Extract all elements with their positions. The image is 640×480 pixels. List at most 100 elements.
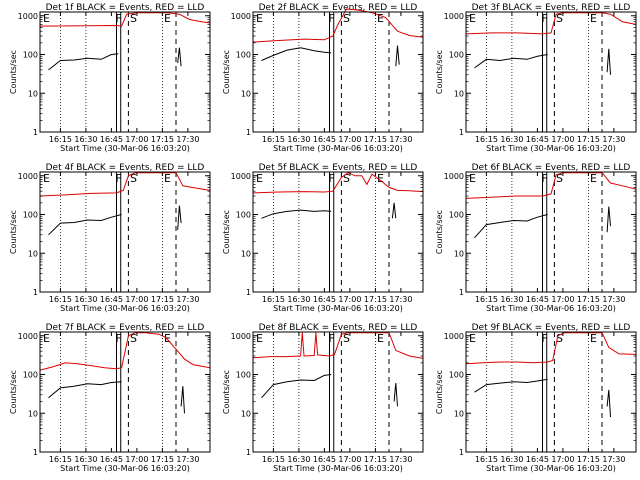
flag-label-s: S [343, 12, 350, 25]
panel-title: Det 1f BLACK = Events, RED = LLD [46, 3, 205, 13]
series-lld-line [465, 332, 637, 365]
series-events-line-late [391, 202, 397, 219]
flag-label-e: E [164, 12, 171, 25]
x-axis-label: Start Time (30-Mar-06 16:03:20) [60, 144, 190, 153]
panel-title: Det 2f BLACK = Events, RED = LLD [259, 3, 418, 13]
y-tick-label: 1000 [18, 12, 38, 21]
series-events-line [261, 47, 332, 61]
x-tick-label: 17:00 [125, 295, 148, 304]
x-tick-label: 16:45 [526, 295, 549, 304]
y-tick-label: 10 [454, 409, 464, 418]
x-tick-label: 17:15 [151, 295, 174, 304]
flag-label-e: E [377, 332, 384, 345]
x-axis-label: Start Time (30-Mar-06 16:03:20) [486, 304, 616, 313]
x-tick-label: 17:00 [551, 455, 574, 464]
flag-label-e: E [164, 172, 171, 185]
x-tick-label: 16:30 [74, 295, 97, 304]
x-tick-label: 16:15 [475, 455, 498, 464]
y-tick-label: 1 [33, 448, 38, 457]
panel-title: Det 8f BLACK = Events, RED = LLD [259, 323, 418, 333]
y-tick-label: 10 [454, 249, 464, 258]
x-tick-label: 16:30 [500, 135, 523, 144]
series-events-line-late [606, 48, 611, 75]
x-tick-label: 17:00 [125, 455, 148, 464]
x-axis-label: Start Time (30-Mar-06 16:03:20) [60, 464, 190, 473]
flag-label-f: F [541, 172, 547, 185]
x-tick-label: 17:00 [551, 295, 574, 304]
series-lld-line [39, 332, 211, 371]
flag-label-s: S [343, 332, 350, 345]
x-tick-label: 17:00 [338, 455, 361, 464]
y-tick-label: 100 [449, 51, 464, 60]
y-axis-label: Counts/sec [222, 370, 231, 414]
flag-label-e-start: E [469, 332, 476, 345]
series-lld-line [465, 172, 637, 199]
flag-label-f: F [541, 332, 547, 345]
x-tick-label: 16:45 [100, 135, 123, 144]
flag-label-e-start: E [469, 12, 476, 25]
flag-label-e: E [590, 172, 597, 185]
flag-label-s: S [130, 172, 137, 185]
series-events-line [48, 53, 119, 71]
x-tick-label: 17:00 [338, 295, 361, 304]
y-axis-label: Counts/sec [435, 210, 444, 254]
flag-label-f: F [115, 332, 121, 345]
x-tick-label: 16:15 [49, 295, 72, 304]
flag-label-e-start: E [469, 172, 476, 185]
flag-label-f: F [115, 12, 121, 25]
x-tick-label: 16:45 [313, 295, 336, 304]
panel-title: Det 5f BLACK = Events, RED = LLD [259, 163, 418, 173]
plot-frame [39, 171, 211, 293]
x-tick-label: 16:45 [526, 455, 549, 464]
series-lld-line [252, 8, 424, 43]
x-tick-label: 16:30 [287, 295, 310, 304]
y-axis-label: Counts/sec [9, 370, 18, 414]
x-tick-label: 17:30 [389, 135, 412, 144]
x-tick-label: 17:00 [551, 135, 574, 144]
y-axis-label: Counts/sec [222, 50, 231, 94]
y-tick-label: 1 [246, 128, 251, 137]
x-tick-label: 17:30 [602, 295, 625, 304]
x-tick-label: 16:15 [262, 295, 285, 304]
flag-label-s: S [130, 332, 137, 345]
y-tick-label: 1000 [444, 12, 464, 21]
flag-label-e: E [377, 12, 384, 25]
y-axis-label: Counts/sec [435, 50, 444, 94]
y-tick-label: 100 [23, 51, 38, 60]
series-events-line [474, 214, 548, 239]
x-tick-label: 16:30 [500, 295, 523, 304]
series-events-line [48, 381, 122, 399]
x-tick-label: 17:15 [364, 135, 387, 144]
x-tick-label: 17:15 [577, 455, 600, 464]
series-events-line-late [177, 47, 182, 67]
y-tick-label: 10 [241, 409, 251, 418]
y-tick-label: 10 [28, 409, 38, 418]
x-tick-label: 16:30 [287, 135, 310, 144]
series-events-line [48, 214, 122, 236]
series-lld-line [39, 172, 211, 197]
series-events-line-late [180, 386, 185, 414]
x-tick-label: 16:45 [100, 295, 123, 304]
flag-label-s: S [343, 172, 350, 185]
series-events-line-late [395, 45, 400, 67]
y-tick-label: 100 [236, 211, 251, 220]
flag-label-e-start: E [43, 12, 50, 25]
series-events-line [474, 378, 548, 393]
x-tick-label: 17:15 [364, 295, 387, 304]
series-lld-line [39, 12, 211, 27]
x-tick-label: 16:30 [74, 455, 97, 464]
panel-title: Det 3f BLACK = Events, RED = LLD [472, 3, 631, 13]
plot-frame [252, 171, 424, 293]
y-tick-label: 10 [28, 89, 38, 98]
flag-label-e: E [590, 12, 597, 25]
flag-label-e-start: E [256, 12, 263, 25]
x-tick-label: 17:30 [389, 295, 412, 304]
x-tick-label: 17:15 [577, 295, 600, 304]
flag-label-s: S [556, 172, 563, 185]
series-lld-line [252, 332, 424, 359]
flag-label-f: F [328, 12, 334, 25]
